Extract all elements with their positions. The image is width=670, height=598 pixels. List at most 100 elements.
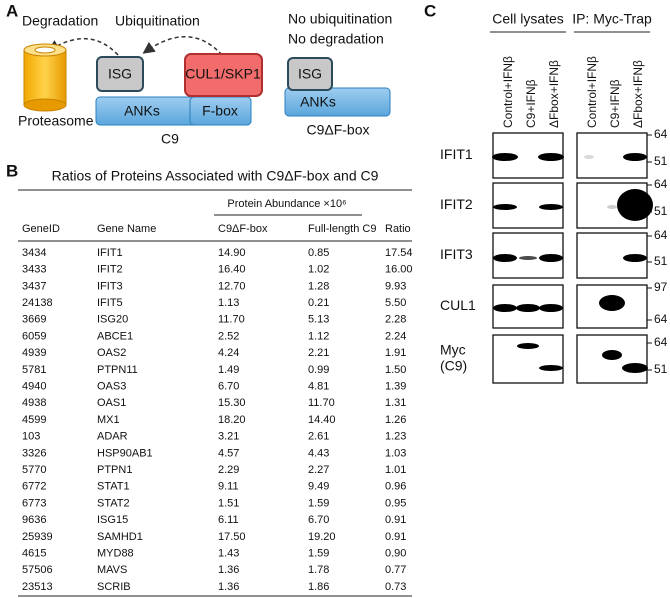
table-cell: 4940 bbox=[22, 381, 46, 393]
table-cell: 1.01 bbox=[385, 464, 406, 476]
note: No ubiquitination bbox=[288, 11, 392, 27]
lane-label: C9+IFNβ bbox=[608, 79, 622, 128]
table-cell: ISG20 bbox=[97, 314, 128, 326]
table-cell: IFIT3 bbox=[97, 280, 123, 292]
panel-label: C bbox=[424, 1, 436, 20]
table-cell: STAT1 bbox=[97, 481, 130, 493]
marker-label: 64 bbox=[654, 312, 668, 326]
table-cell: 1.50 bbox=[385, 364, 406, 376]
column-header: Gene Name bbox=[97, 223, 156, 235]
table-cell: 0.91 bbox=[385, 531, 406, 543]
table-cell: 3433 bbox=[22, 264, 46, 276]
table-cell: 1.26 bbox=[385, 414, 406, 426]
table-cell: MAVS bbox=[97, 564, 127, 576]
band bbox=[538, 153, 564, 161]
table-cell: IFIT2 bbox=[97, 264, 123, 276]
table-cell: 17.54 bbox=[385, 247, 413, 259]
table-cell: 9.11 bbox=[218, 481, 239, 493]
column-header: Ratio bbox=[385, 223, 411, 235]
table-cell: ABCE1 bbox=[97, 330, 133, 342]
table-cell: MYD88 bbox=[97, 548, 134, 560]
cul1-box bbox=[184, 53, 263, 97]
group-label: Cell lysates bbox=[492, 11, 564, 27]
table-cell: PTPN11 bbox=[97, 364, 138, 376]
table-cell: 16.40 bbox=[218, 264, 246, 276]
table-cell: 1.13 bbox=[218, 297, 239, 309]
band bbox=[539, 365, 563, 371]
table-cell: 4615 bbox=[22, 548, 46, 560]
band bbox=[539, 304, 563, 312]
table-cell: 1.59 bbox=[308, 548, 329, 560]
table-cell: STAT2 bbox=[97, 497, 130, 509]
table-cell: 5781 bbox=[22, 364, 46, 376]
band bbox=[492, 153, 518, 161]
blot-label: IFIT2 bbox=[440, 196, 473, 212]
table-cell: 2.29 bbox=[218, 464, 239, 476]
table-cell: 57506 bbox=[22, 564, 53, 576]
table-cell: 1.31 bbox=[385, 397, 406, 409]
table-cell: 18.20 bbox=[218, 414, 246, 426]
table-cell: 9.93 bbox=[385, 280, 406, 292]
marker-label: 64 bbox=[654, 177, 668, 191]
table-cell: 2.52 bbox=[218, 330, 239, 342]
domain-label: ANKs bbox=[124, 103, 160, 119]
marker-label: 51 bbox=[654, 362, 668, 376]
table-cell: 4.57 bbox=[218, 447, 239, 459]
table-cell: 11.70 bbox=[218, 314, 245, 326]
table-cell: 0.91 bbox=[385, 514, 406, 526]
band bbox=[617, 189, 653, 221]
table-cell: 0.21 bbox=[308, 297, 329, 309]
table-cell: 5.50 bbox=[385, 297, 406, 309]
table-cell: 1.91 bbox=[385, 347, 406, 359]
group-header: Protein Abundance ×10⁶ bbox=[227, 198, 346, 210]
table-cell: 0.77 bbox=[385, 564, 406, 576]
band bbox=[607, 205, 617, 209]
blot-frame bbox=[576, 284, 648, 329]
table-cell: 4599 bbox=[22, 414, 46, 426]
isg-box bbox=[287, 57, 333, 91]
marker-label: 51 bbox=[654, 154, 668, 168]
panel-label: A bbox=[6, 1, 18, 20]
table-cell: 0.99 bbox=[308, 364, 329, 376]
ubiquitination-label: Ubiquitination bbox=[115, 13, 200, 29]
blot-label: CUL1 bbox=[440, 297, 476, 313]
table-cell: 1.03 bbox=[385, 447, 406, 459]
table-cell: 1.36 bbox=[218, 581, 239, 593]
marker-label: 64 bbox=[654, 127, 668, 141]
table-cell: 1.23 bbox=[385, 431, 406, 443]
table-cell: IFIT1 bbox=[97, 247, 123, 259]
domain-label: F-box bbox=[202, 103, 238, 119]
table-cell: 4939 bbox=[22, 347, 46, 359]
band bbox=[516, 304, 540, 312]
table-cell: 4938 bbox=[22, 397, 46, 409]
proteasome-icon bbox=[23, 43, 67, 112]
table-cell: 0.90 bbox=[385, 548, 406, 560]
table-cell: 9636 bbox=[22, 514, 46, 526]
band bbox=[519, 256, 537, 260]
isg-label: ISG bbox=[298, 66, 322, 82]
table-cell: OAS1 bbox=[97, 397, 126, 409]
table-cell: 5.13 bbox=[308, 314, 329, 326]
band bbox=[623, 153, 647, 161]
table-cell: 1.12 bbox=[308, 330, 329, 342]
band bbox=[623, 254, 647, 262]
column-header: C9ΔF-box bbox=[218, 223, 268, 235]
table-cell: 2.28 bbox=[385, 314, 406, 326]
table-cell: 2.21 bbox=[308, 347, 329, 359]
panel-a: A Degradation Ubiquitination No ubiquiti… bbox=[6, 1, 392, 146]
table-cell: 1.49 bbox=[218, 364, 239, 376]
table-cell: 12.70 bbox=[218, 280, 246, 292]
table-cell: 6773 bbox=[22, 497, 46, 509]
proteasome-label: Proteasome bbox=[18, 113, 94, 129]
blot-frame bbox=[492, 334, 564, 384]
table-cell: 1.39 bbox=[385, 381, 406, 393]
table-cell: 3669 bbox=[22, 314, 46, 326]
note: No degradation bbox=[288, 31, 384, 47]
table-cell: 3326 bbox=[22, 447, 46, 459]
table-cell: 6.70 bbox=[218, 381, 239, 393]
table-cell: 2.24 bbox=[385, 330, 406, 342]
panel-c: C Cell lysates Control+IFNβ C9+IFNβ ΔFbox+I… bbox=[424, 1, 668, 384]
table-cell: 4.43 bbox=[308, 447, 329, 459]
table-cell: 15.30 bbox=[218, 397, 246, 409]
table-cell: SAMHD1 bbox=[97, 531, 143, 543]
